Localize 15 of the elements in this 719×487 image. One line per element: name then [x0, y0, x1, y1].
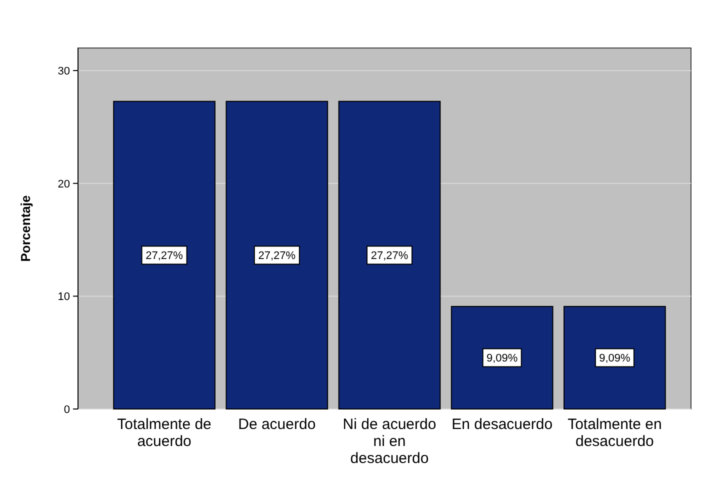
data-label: 27,27% [258, 250, 296, 262]
x-tick-label: Totalmente de acuerdo [117, 416, 212, 450]
data-label: 9,09% [599, 352, 631, 365]
x-tick-label: En desacuerdo [452, 416, 553, 433]
x-tick-label: Totalmente en desacuerdo [568, 416, 662, 450]
data-label: 27,27% [370, 250, 408, 262]
x-tick-label: Ni de acuerdo ni en desacuerdo [342, 416, 436, 467]
y-tick-label: 20 [58, 178, 70, 190]
y-axis-title: Porcentaje [18, 195, 33, 262]
data-label: 9,09% [486, 352, 518, 365]
y-tick-label: 0 [64, 404, 70, 416]
x-tick-label: De acuerdo [238, 416, 316, 433]
y-tick-label: 30 [58, 66, 70, 78]
y-tick-label: 10 [58, 291, 70, 304]
data-label: 27,27% [146, 250, 184, 262]
